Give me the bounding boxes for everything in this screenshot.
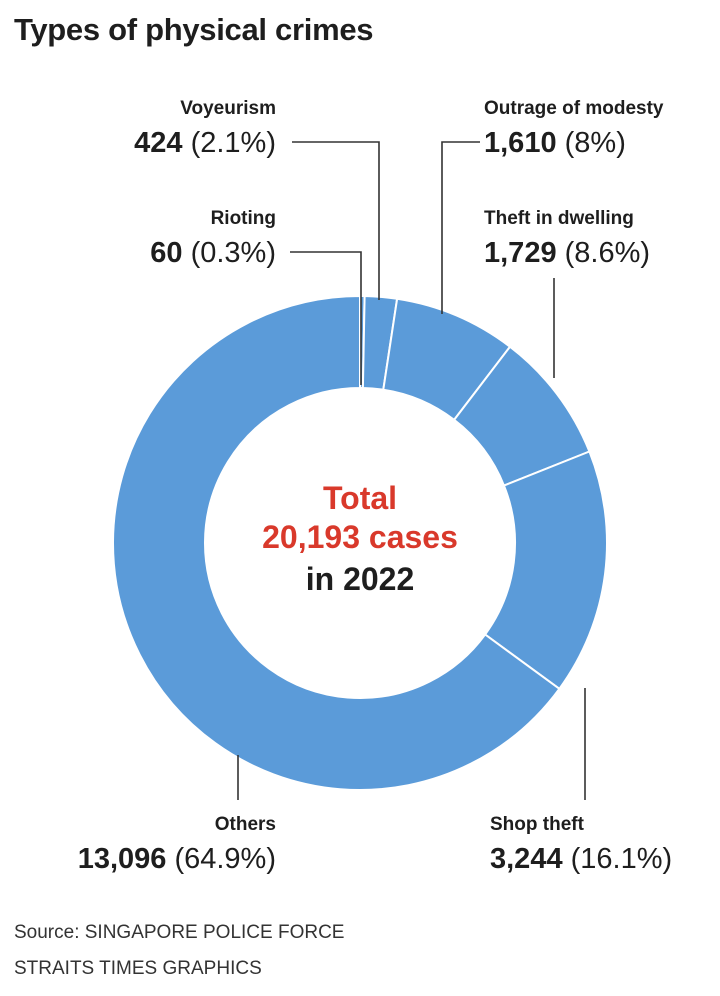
label-percent: (0.3%) [190, 237, 276, 269]
leader-line-rioting [290, 251, 362, 385]
label-rioting: Rioting 60 (0.3%) [150, 208, 276, 270]
label-name: Rioting [210, 208, 276, 229]
label-value: 13,096 [77, 843, 167, 875]
label-shop-theft: Shop theft 3,244 (16.1%) [490, 814, 672, 876]
center-total-value: 20,193 cases [262, 519, 458, 555]
leader-line-outrage-of-modesty [441, 141, 480, 314]
label-name: Voyeurism [180, 98, 276, 119]
chart-title: Types of physical crimes [14, 12, 374, 47]
label-percent: (16.1%) [570, 843, 673, 875]
label-theft-in-dwelling: Theft in dwelling 1,729 (8.6%) [484, 208, 650, 270]
label-name: Outrage of modesty [484, 98, 664, 119]
label-percent: (8.6%) [564, 237, 651, 269]
label-outrage-of-modesty: Outrage of modesty 1,610 (8%) [484, 98, 663, 160]
slice-others [112, 294, 561, 791]
label-percent: (8%) [564, 127, 626, 159]
leader-lines [237, 141, 586, 800]
label-name: Theft in dwelling [484, 208, 634, 229]
label-value: 1,610 [484, 127, 557, 159]
label-value: 60 [150, 237, 183, 269]
label-percent: (2.1%) [190, 127, 276, 159]
credit-line: STRAITS TIMES GRAPHICS [14, 958, 262, 979]
label-name: Shop theft [490, 814, 584, 835]
center-total-label: Total [322, 480, 398, 516]
donut-slices [112, 294, 608, 791]
leader-line-voyeurism [292, 141, 380, 300]
label-others: Others 13,096 (64.9%) [78, 814, 276, 876]
center-year: in 2022 [305, 561, 415, 597]
label-value: 3,244 [490, 843, 563, 875]
label-name: Others [214, 814, 276, 835]
label-percent: (64.9%) [174, 843, 276, 875]
label-voyeurism: Voyeurism 424 (2.1%) [134, 98, 276, 160]
label-value: 424 [134, 127, 183, 159]
label-value: 1,729 [484, 237, 557, 269]
source-line: Source: SINGAPORE POLICE FORCE [14, 922, 345, 943]
